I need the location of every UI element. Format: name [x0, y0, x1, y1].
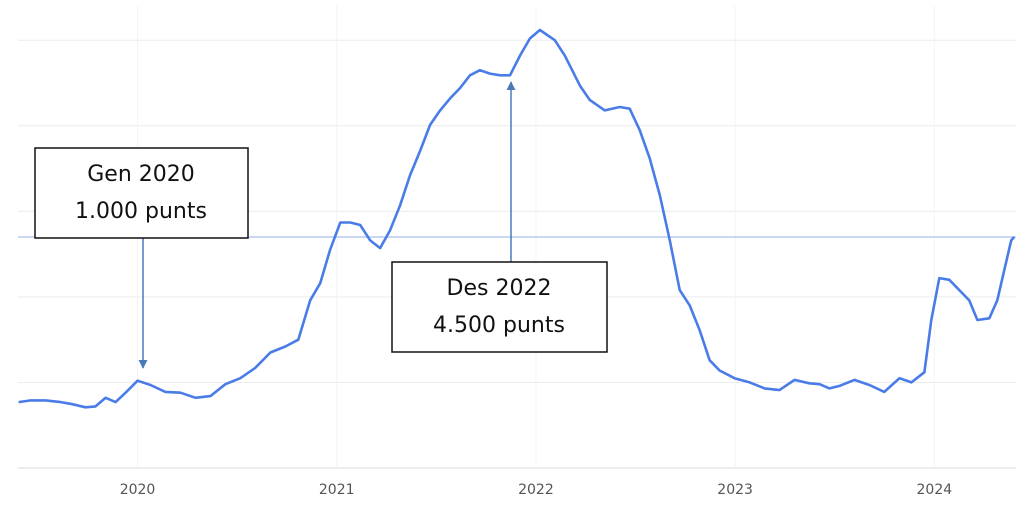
- plot: [18, 28, 1016, 409]
- x-tick-label: 2020: [120, 482, 156, 498]
- x-tick-label: 2023: [717, 482, 753, 498]
- annotation: Des 2022 4.500 punts: [391, 81, 608, 353]
- annotation-text: 4.500 punts: [433, 313, 565, 338]
- x-tick-label: 2022: [518, 482, 554, 498]
- annotation-text: Des 2022: [447, 276, 552, 301]
- annotation: Gen 2020 1.000 punts: [34, 147, 249, 369]
- line-series: [18, 28, 1016, 409]
- x-tick-label: 2024: [917, 482, 953, 498]
- x-tick-label: 2021: [319, 482, 355, 498]
- annotation-text: Gen 2020: [87, 162, 195, 187]
- annotation-box: [34, 147, 249, 239]
- annotation-text: 1.000 punts: [75, 199, 207, 224]
- annotation-box: [391, 261, 608, 353]
- grid: 2020 2021 2022 2023 2024: [18, 6, 1016, 498]
